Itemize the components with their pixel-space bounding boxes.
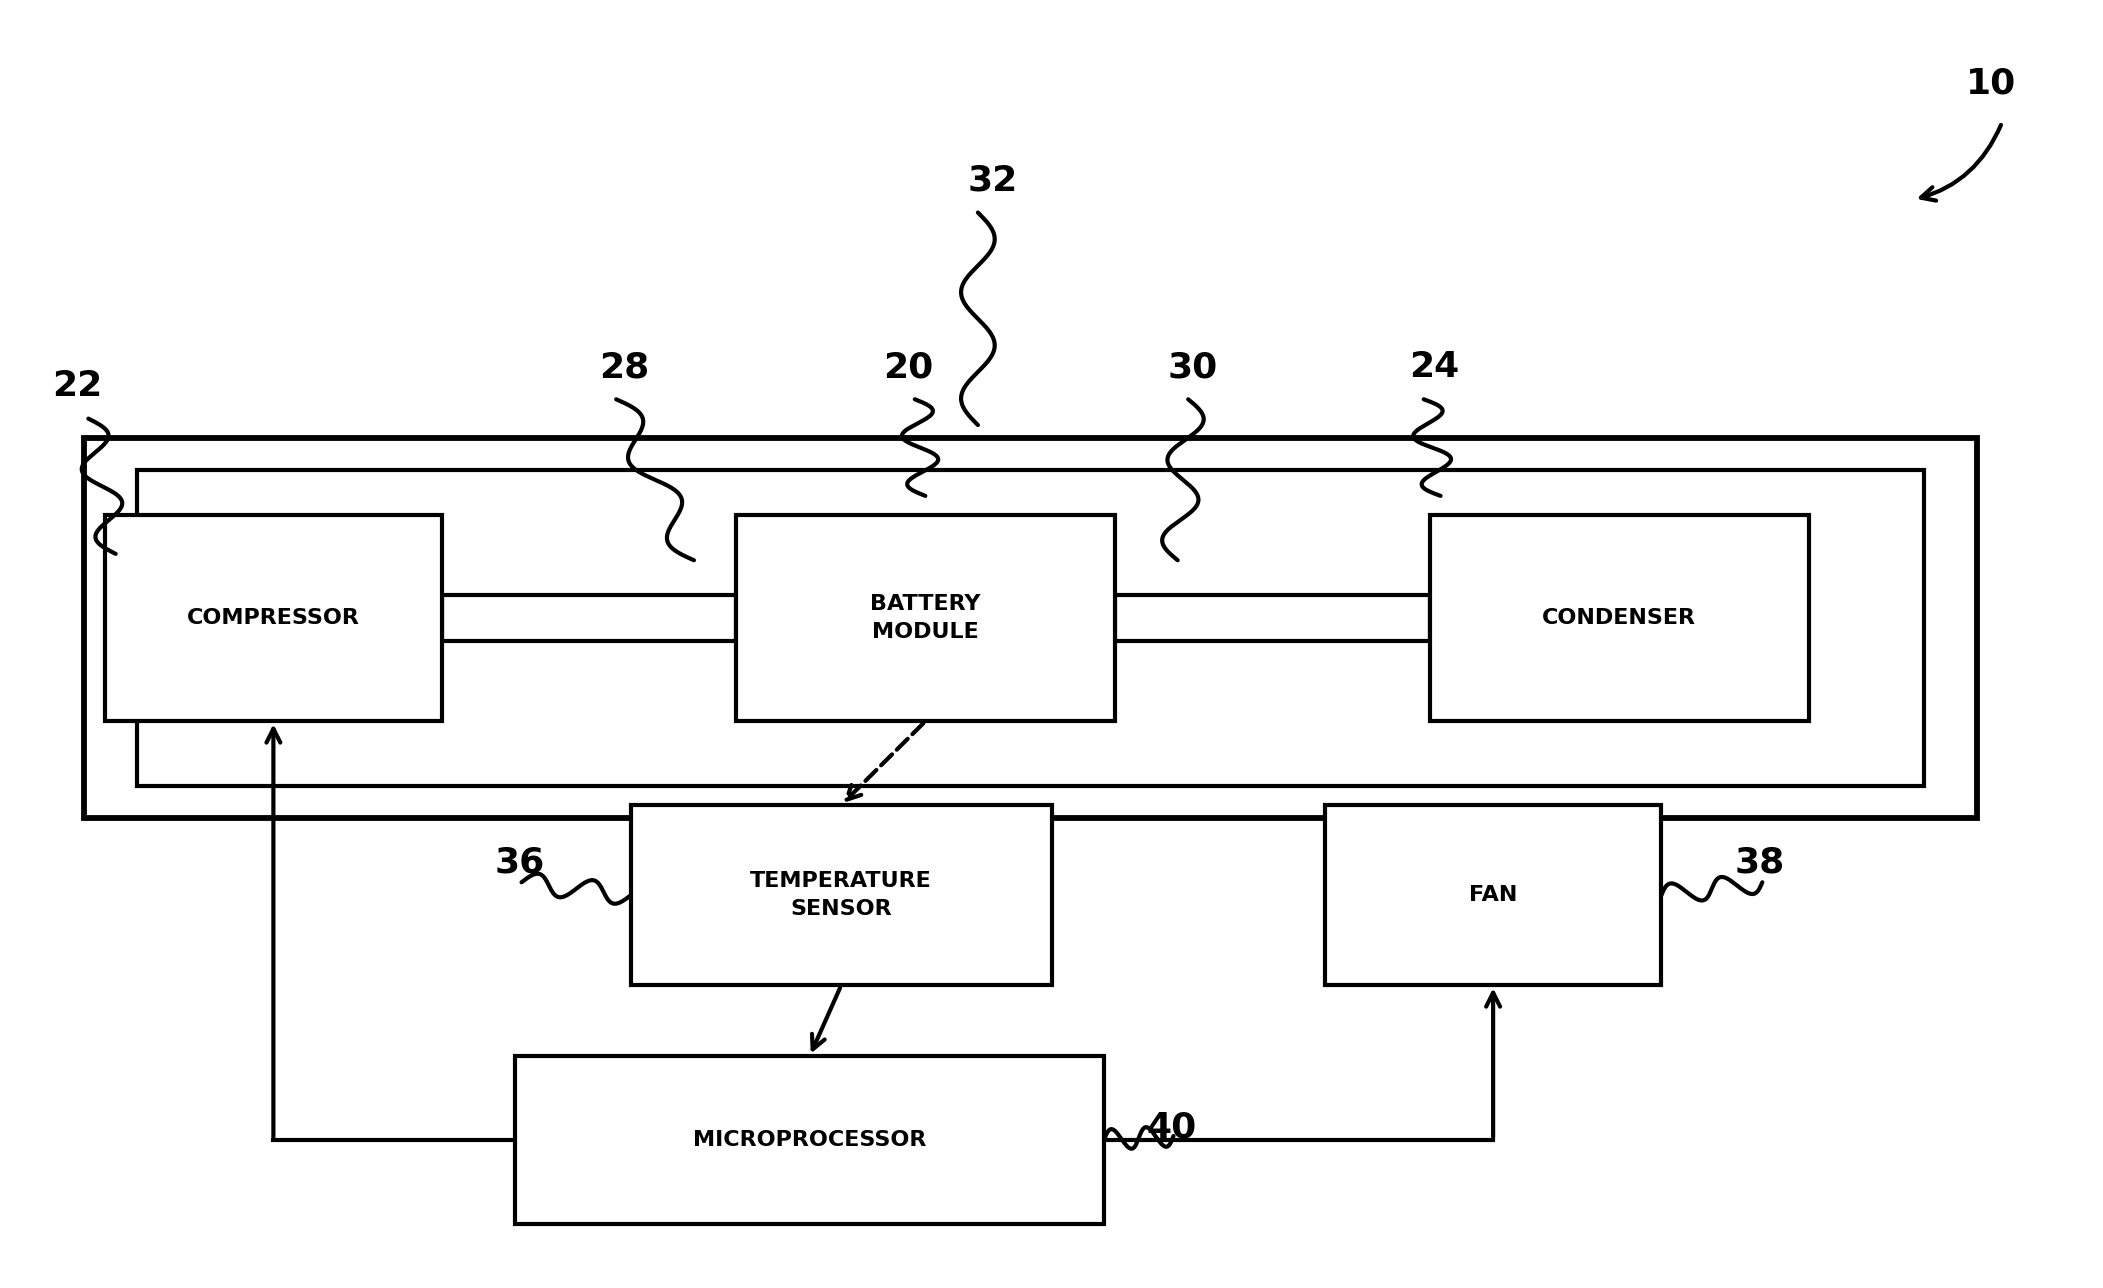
Bar: [736, 515, 1115, 721]
Text: MICROPROCESSOR: MICROPROCESSOR: [694, 1130, 925, 1150]
Text: FAN: FAN: [1468, 885, 1518, 905]
Text: TEMPERATURE
SENSOR: TEMPERATURE SENSOR: [751, 871, 932, 920]
Text: 20: 20: [883, 350, 934, 384]
Text: 38: 38: [1735, 846, 1785, 880]
Bar: [515, 1056, 1104, 1224]
Bar: [137, 470, 1924, 786]
Text: 36: 36: [494, 846, 545, 880]
Text: 30: 30: [1167, 350, 1218, 384]
Bar: [1325, 805, 1661, 985]
Text: BATTERY
MODULE: BATTERY MODULE: [871, 594, 980, 643]
Bar: [631, 805, 1052, 985]
Text: 10: 10: [1966, 67, 2017, 100]
Bar: [84, 438, 1977, 818]
Text: 28: 28: [599, 350, 650, 384]
Text: 32: 32: [967, 164, 1018, 197]
Text: 40: 40: [1146, 1110, 1197, 1144]
Text: 22: 22: [53, 370, 103, 403]
Bar: [1430, 515, 1809, 721]
Bar: [105, 515, 442, 721]
Text: COMPRESSOR: COMPRESSOR: [187, 608, 360, 629]
Text: 24: 24: [1409, 350, 1459, 384]
Text: CONDENSER: CONDENSER: [1541, 608, 1697, 629]
